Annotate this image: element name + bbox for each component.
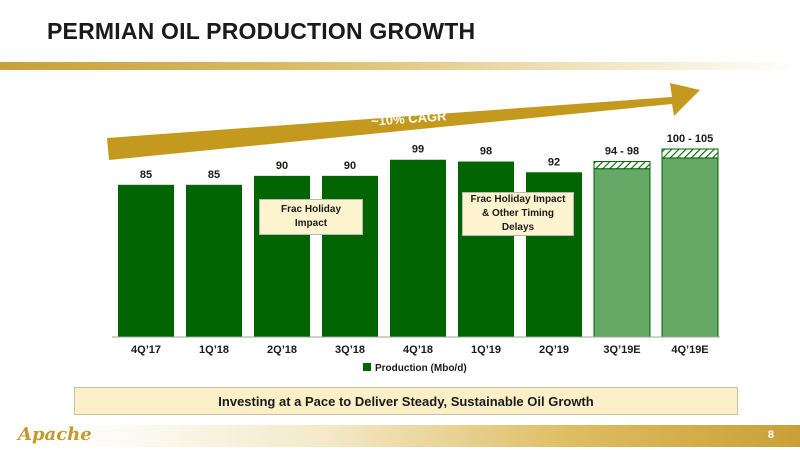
callout-frac-holiday-text: Frac Holiday Impact — [280, 204, 342, 229]
data-label-3: 90 — [344, 160, 356, 172]
data-label-8: 100 - 105 — [667, 133, 713, 145]
data-label-7: 94 - 98 — [605, 146, 639, 158]
x-tick-label-7: 3Q’19E — [603, 344, 640, 356]
x-tick-label-3: 3Q’18 — [335, 344, 365, 356]
callout-frac-holiday-timing-text: Frac Holiday Impact & Other Timing Delays — [470, 194, 566, 233]
data-label-0: 85 — [140, 169, 152, 181]
data-label-5: 98 — [480, 146, 492, 158]
page-number: 8 — [767, 429, 774, 441]
bar-range-8 — [661, 148, 719, 159]
bar-4 — [390, 159, 446, 337]
callout-frac-holiday: Frac Holiday Impact — [259, 199, 363, 235]
x-tick-label-0: 4Q’17 — [131, 344, 161, 356]
cagr-label: ~10% CAGR — [370, 108, 447, 129]
data-label-4: 99 — [412, 144, 424, 156]
x-tick-label-4: 4Q’18 — [403, 344, 433, 356]
data-label-2: 90 — [276, 160, 288, 172]
page-title: PERMIAN OIL PRODUCTION GROWTH — [47, 18, 476, 44]
x-tick-label-8: 4Q’19E — [671, 344, 708, 356]
x-tick-label-2: 2Q’18 — [267, 344, 297, 356]
bar-range-7 — [593, 161, 651, 170]
header-gold-bar — [0, 62, 800, 70]
legend-label: Production (Mbo/d) — [375, 363, 467, 374]
footer-gold-bar — [70, 425, 800, 447]
growth-arrow: ~10% CAGR — [107, 83, 700, 160]
legend: Production (Mbo/d) — [363, 363, 467, 374]
apache-logo: Apache — [18, 424, 92, 445]
legend-swatch — [363, 363, 371, 371]
x-tick-label-1: 1Q’18 — [199, 344, 229, 356]
bar-0 — [118, 184, 174, 337]
bar-1 — [186, 184, 242, 337]
summary-banner: Investing at a Pace to Deliver Steady, S… — [74, 387, 738, 415]
x-tick-label-5: 1Q’19 — [471, 344, 501, 356]
callout-frac-holiday-timing: Frac Holiday Impact & Other Timing Delays — [462, 192, 574, 236]
bar-5 — [458, 161, 514, 337]
bar-7 — [593, 168, 651, 338]
bar-8 — [661, 157, 719, 338]
data-label-6: 92 — [548, 156, 560, 168]
data-label-1: 85 — [208, 169, 220, 181]
growth-arrow-shape — [107, 83, 700, 160]
x-tick-label-6: 2Q’19 — [539, 344, 569, 356]
